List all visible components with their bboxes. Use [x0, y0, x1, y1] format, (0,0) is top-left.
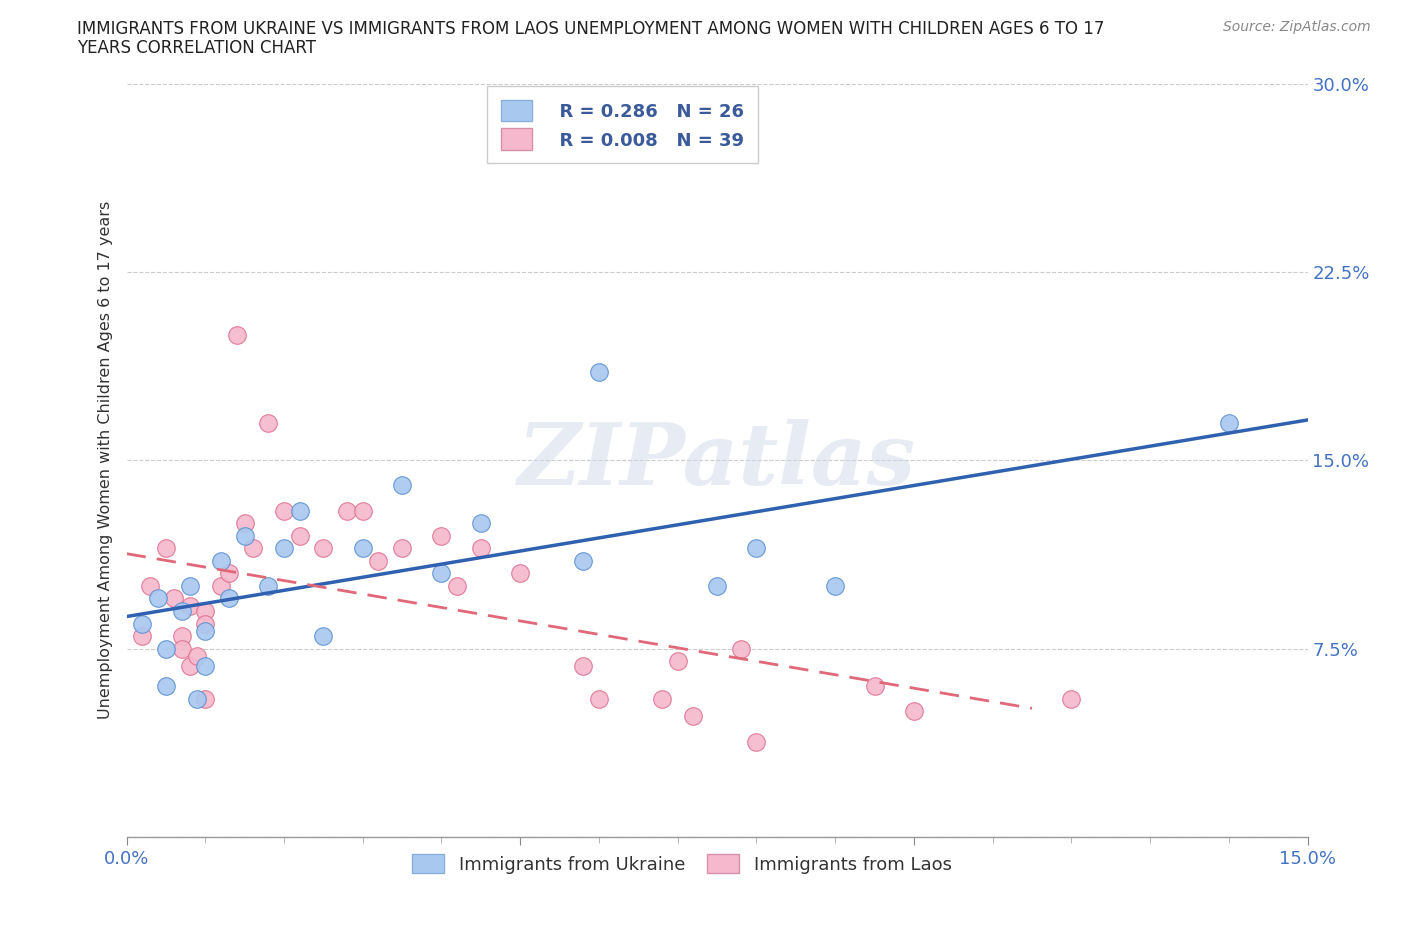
Text: ZIPatlas: ZIPatlas: [517, 418, 917, 502]
Point: [131, 629, 153, 644]
Point: [179, 658, 201, 673]
Point: [903, 704, 925, 719]
Text: Source: ZipAtlas.com: Source: ZipAtlas.com: [1223, 20, 1371, 34]
Point: [288, 528, 311, 543]
Point: [572, 658, 595, 673]
Point: [706, 578, 728, 593]
Point: [194, 604, 217, 618]
Point: [139, 578, 162, 593]
Point: [312, 629, 335, 644]
Point: [572, 553, 595, 568]
Point: [391, 540, 413, 555]
Point: [470, 515, 492, 530]
Point: [257, 415, 280, 430]
Point: [131, 616, 153, 631]
Point: [186, 692, 208, 707]
Point: [312, 540, 335, 555]
Point: [194, 624, 217, 639]
Legend: Immigrants from Ukraine, Immigrants from Laos: Immigrants from Ukraine, Immigrants from…: [401, 843, 963, 884]
Point: [257, 578, 280, 593]
Y-axis label: Unemployment Among Women with Children Ages 6 to 17 years: Unemployment Among Women with Children A…: [97, 201, 112, 720]
Point: [146, 591, 169, 606]
Point: [233, 515, 256, 530]
Point: [745, 540, 768, 555]
Point: [509, 565, 531, 580]
Point: [588, 692, 610, 707]
Point: [336, 503, 359, 518]
Point: [155, 540, 177, 555]
Point: [218, 591, 240, 606]
Point: [209, 553, 232, 568]
Point: [470, 540, 492, 555]
Point: [233, 528, 256, 543]
Point: [288, 503, 311, 518]
Point: [194, 658, 217, 673]
Point: [682, 709, 704, 724]
Point: [352, 503, 374, 518]
Point: [209, 578, 232, 593]
Point: [179, 599, 201, 614]
Point: [155, 642, 177, 657]
Point: [170, 642, 193, 657]
Point: [666, 654, 689, 669]
Point: [186, 649, 208, 664]
Point: [242, 540, 264, 555]
Point: [391, 478, 413, 493]
Point: [588, 365, 610, 380]
Point: [179, 578, 201, 593]
Point: [1060, 692, 1083, 707]
Point: [446, 578, 468, 593]
Point: [225, 327, 247, 342]
Point: [194, 616, 217, 631]
Text: YEARS CORRELATION CHART: YEARS CORRELATION CHART: [77, 39, 316, 57]
Point: [352, 540, 374, 555]
Point: [1218, 415, 1240, 430]
Point: [273, 503, 295, 518]
Text: IMMIGRANTS FROM UKRAINE VS IMMIGRANTS FROM LAOS UNEMPLOYMENT AMONG WOMEN WITH CH: IMMIGRANTS FROM UKRAINE VS IMMIGRANTS FR…: [77, 20, 1105, 38]
Point: [170, 604, 193, 618]
Point: [745, 734, 768, 749]
Point: [863, 679, 886, 694]
Point: [273, 540, 295, 555]
Point: [824, 578, 846, 593]
Point: [155, 679, 177, 694]
Point: [194, 692, 217, 707]
Point: [730, 642, 752, 657]
Point: [651, 692, 673, 707]
Point: [218, 565, 240, 580]
Point: [430, 565, 453, 580]
Point: [367, 553, 389, 568]
Point: [430, 528, 453, 543]
Point: [163, 591, 186, 606]
Point: [170, 629, 193, 644]
